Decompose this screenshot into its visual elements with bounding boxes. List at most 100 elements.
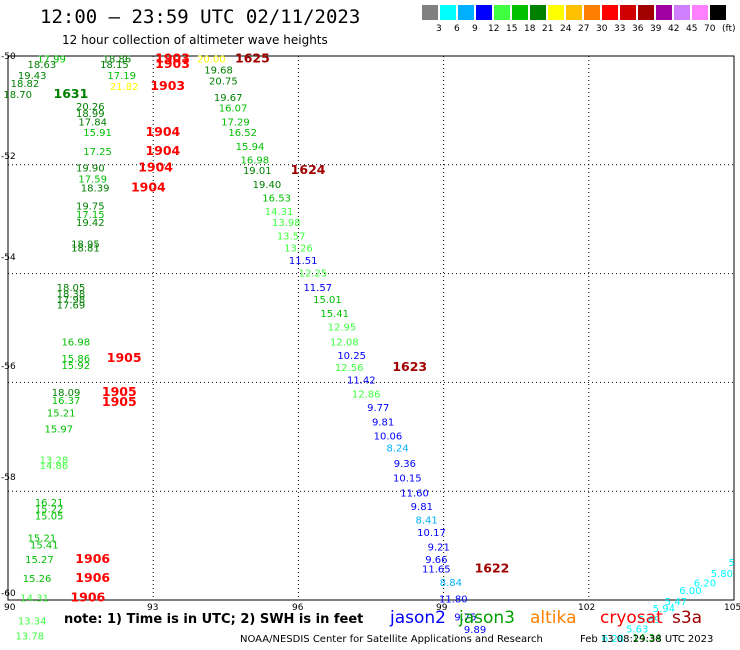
wave-height-label: 14.34	[633, 633, 662, 644]
legend-swatch	[458, 5, 474, 20]
wave-height-label: 15.21	[28, 533, 57, 544]
wave-height-label: 5.80	[711, 569, 733, 580]
wave-height-label: 19.43	[18, 71, 47, 82]
wave-height-label: 10.06	[374, 432, 403, 443]
wave-height-label: 13.28	[40, 456, 69, 467]
wave-height-label: 17.98	[57, 295, 86, 306]
legend-label: 9	[472, 24, 478, 34]
legend-label: 30	[596, 24, 608, 34]
legend-swatch	[602, 5, 618, 20]
wave-height-label: 8.84	[440, 578, 462, 589]
wave-height-label: 19.68	[204, 66, 233, 77]
legend-swatch	[620, 5, 636, 20]
wave-height-label: 16.07	[219, 104, 248, 115]
lat-label: -56	[1, 362, 16, 372]
wave-height-label: 18.05	[57, 283, 86, 294]
wave-height-label: 9.81	[411, 502, 433, 513]
time-label: 1906	[75, 551, 110, 566]
wave-height-label: 10.17	[417, 528, 446, 539]
wave-height-label: 5.69	[638, 615, 660, 626]
wave-height-label: 16.98	[61, 338, 90, 349]
lat-lon-grid	[8, 56, 734, 600]
wave-height-label: 15.01	[313, 295, 342, 306]
wave-height-label: 17.69	[57, 301, 86, 312]
timestamp: Feb 13 08:29:38 UTC 2023	[580, 634, 714, 645]
wave-height-label: 15.27	[25, 555, 54, 566]
time-label: 1623	[392, 359, 427, 374]
legend-label: 12	[488, 24, 500, 34]
lat-label: -58	[1, 473, 16, 483]
wave-height-label: 5.94	[653, 604, 675, 615]
lon-label: 96	[292, 603, 304, 613]
time-label: 1903	[150, 78, 185, 93]
legend-swatch	[530, 5, 546, 20]
time-label: 1624	[291, 162, 326, 177]
wave-height-label: 18.09	[52, 388, 81, 399]
wave-height-label: 14.31	[265, 207, 294, 218]
legend-swatch	[422, 5, 438, 20]
wave-height-label: 16.37	[52, 396, 81, 407]
legend-swatch	[638, 5, 654, 20]
wave-height-label: 8.41	[416, 515, 438, 526]
wave-height-label: 18.95	[71, 240, 100, 251]
wave-height-label: 15.41	[320, 309, 349, 320]
wave-height-label: 18.82	[11, 79, 40, 90]
legend-swatch	[512, 5, 528, 20]
wave-height-label: 11.65	[422, 564, 451, 575]
time-label: 1903	[155, 51, 190, 66]
wave-height-label: 11.80	[439, 594, 468, 605]
wave-height-label: 10.15	[393, 474, 422, 485]
lat-label: -60	[1, 589, 16, 599]
legend-label: 3	[436, 24, 442, 34]
wave-height-label: 12.86	[352, 389, 381, 400]
time-label: 1906	[70, 589, 105, 604]
wave-height-label: 6.00	[679, 586, 701, 597]
legend-swatch	[584, 5, 600, 20]
wave-height-label: 20.75	[209, 76, 238, 87]
wave-height-label: 5	[728, 558, 734, 569]
wave-height-label: 17.25	[83, 147, 112, 158]
wave-height-label: 17.59	[78, 174, 107, 185]
wave-height-label: 20.26	[76, 102, 105, 113]
wave-height-label: 15.94	[236, 142, 265, 153]
time-label: 1906	[75, 570, 110, 585]
wave-height-label: 9.21	[428, 543, 450, 554]
map-title: 12:00 — 23:59 UTC 02/11/2023	[40, 6, 361, 28]
legend-label: 21	[542, 24, 554, 34]
legend-label: 42	[668, 24, 680, 34]
wave-height-label: 14.31	[20, 593, 49, 604]
lon-label: 93	[147, 603, 158, 613]
wave-height-label: 15.21	[47, 408, 76, 419]
credit-text: NOAA/NESDIS Center for Satellite Applica…	[240, 634, 543, 645]
lon-label: 90	[4, 603, 16, 613]
time-label: 1905	[102, 394, 137, 409]
wave-height-label: 13.98	[272, 218, 301, 229]
wave-height-label: 17.29	[221, 117, 250, 128]
legend-swatch	[548, 5, 564, 20]
wave-height-label: 17.84	[78, 117, 107, 128]
wave-height-label: 15.26	[23, 574, 52, 585]
wave-height-label: 19.75	[76, 202, 105, 213]
time-label: 1903	[155, 56, 190, 71]
wave-height-label: 8.24	[386, 444, 408, 455]
wave-height-label: 18.39	[81, 184, 110, 195]
time-label: 1904	[138, 160, 173, 175]
wave-height-label: 6.28	[602, 634, 624, 645]
legend-swatch	[710, 5, 726, 20]
wave-height-label: 12.95	[328, 322, 357, 333]
wave-height-label: 9.66	[425, 555, 447, 566]
wave-height-label: 13.34	[18, 617, 47, 628]
legend-label: 18	[524, 24, 536, 34]
legend-swatch	[440, 5, 456, 20]
wave-height-label: 15.22	[35, 505, 64, 516]
wave-height-label: 13.26	[284, 243, 313, 254]
time-label: 1905	[107, 350, 142, 365]
wave-height-label: 21.82	[110, 82, 139, 93]
wave-height-label: 12.08	[330, 338, 359, 349]
wave-height-label: 12.25	[299, 269, 328, 280]
lon-label: 105	[724, 603, 740, 613]
wave-height-label: 15.97	[44, 425, 73, 436]
wave-height-label: 17.19	[107, 71, 136, 82]
legend-label: 45	[686, 24, 698, 34]
wave-height-label: 14.86	[40, 461, 69, 472]
